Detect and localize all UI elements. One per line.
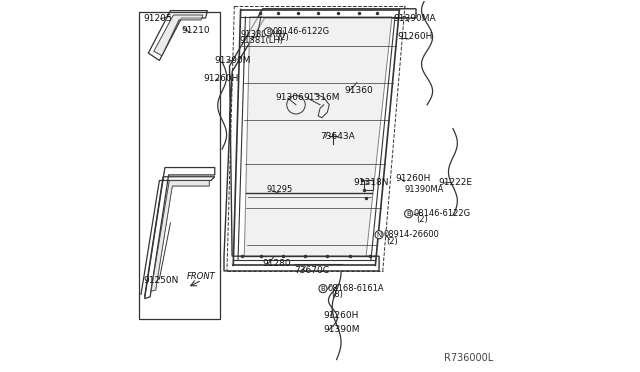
Text: 91360: 91360 <box>344 86 372 94</box>
Text: R736000L: R736000L <box>444 353 493 363</box>
Bar <box>364 180 372 190</box>
Polygon shape <box>154 15 203 56</box>
Text: B: B <box>266 29 271 35</box>
Polygon shape <box>151 180 209 291</box>
Text: 73670C: 73670C <box>294 266 329 275</box>
Text: 91390MA: 91390MA <box>394 13 436 22</box>
Text: 91260H: 91260H <box>204 74 239 83</box>
Text: 91318N: 91318N <box>353 178 388 187</box>
Text: (2): (2) <box>417 215 429 224</box>
Text: 08146-6122G: 08146-6122G <box>413 209 470 218</box>
Text: 91260H: 91260H <box>324 311 359 320</box>
Text: 91205: 91205 <box>143 13 172 22</box>
Text: 91316M: 91316M <box>303 93 340 102</box>
Text: 08168-6161A: 08168-6161A <box>328 284 384 293</box>
Polygon shape <box>244 17 392 256</box>
Text: B: B <box>321 286 325 292</box>
Text: 91222E: 91222E <box>438 178 472 187</box>
Text: 91390M: 91390M <box>324 325 360 334</box>
FancyBboxPatch shape <box>139 13 220 319</box>
Text: 91260H: 91260H <box>397 32 433 41</box>
Text: (8): (8) <box>331 291 343 299</box>
Text: 91381(LH): 91381(LH) <box>240 36 284 45</box>
Text: FRONT: FRONT <box>187 272 216 281</box>
Text: 91390MA: 91390MA <box>405 185 444 194</box>
Text: 73643A: 73643A <box>320 132 355 141</box>
Text: 08914-26600: 08914-26600 <box>383 230 440 239</box>
Text: B: B <box>406 211 411 217</box>
Text: (2): (2) <box>387 237 398 246</box>
Text: 91210: 91210 <box>182 26 210 35</box>
Text: 91306: 91306 <box>275 93 304 102</box>
Text: 91380(RH): 91380(RH) <box>241 30 286 39</box>
Text: 91250N: 91250N <box>143 276 179 285</box>
Text: (2): (2) <box>278 33 289 42</box>
Text: 91295: 91295 <box>266 185 292 194</box>
Text: 91390M: 91390M <box>215 56 252 65</box>
Text: 91260H: 91260H <box>396 174 431 183</box>
Text: 91280: 91280 <box>263 259 291 268</box>
Text: N: N <box>376 232 381 238</box>
Text: 08146-6122G: 08146-6122G <box>273 27 330 36</box>
